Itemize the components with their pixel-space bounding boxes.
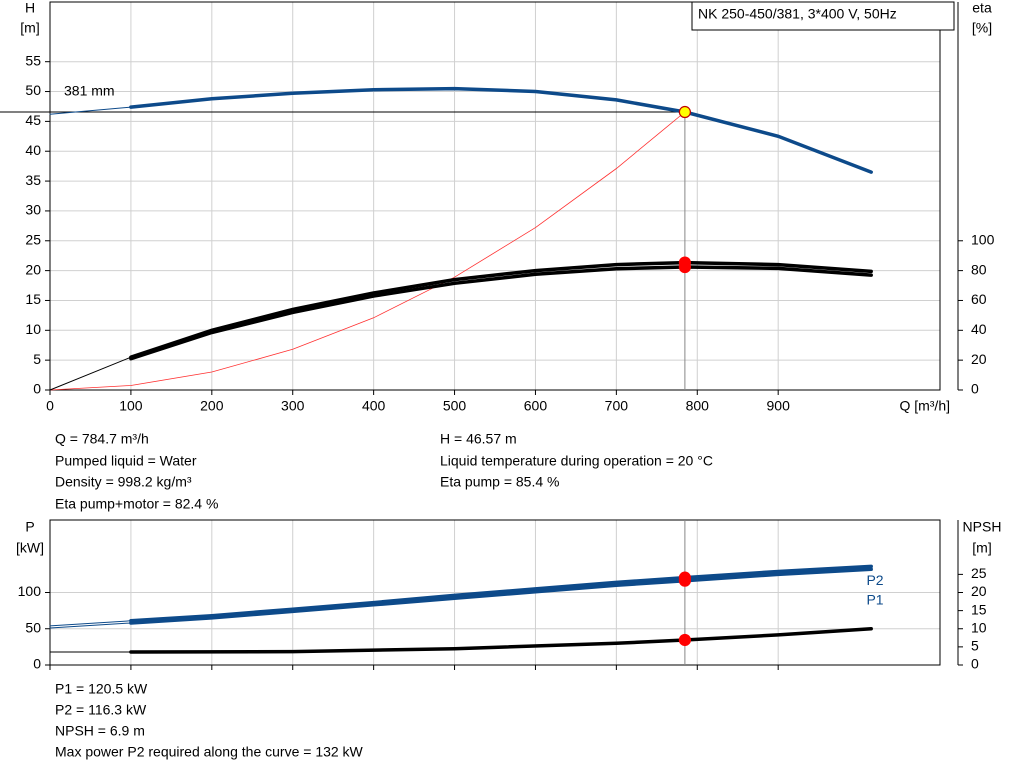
y-axis-label: P <box>25 519 34 535</box>
y-tick-label: 15 <box>25 291 41 307</box>
series-label: P2 <box>866 572 883 588</box>
curve <box>129 627 873 654</box>
y-axis-unit: [kW] <box>16 540 44 556</box>
y2-tick-label: 0 <box>971 656 979 672</box>
y-tick-label: 40 <box>25 142 41 158</box>
series-label: P1 <box>866 591 883 607</box>
curve <box>49 106 132 115</box>
info-text: Density = 998.2 kg/m³ <box>55 474 192 490</box>
operating-point <box>678 633 691 647</box>
info-text: Eta pump+motor = 82.4 % <box>55 496 218 512</box>
curve <box>129 86 873 174</box>
operating-point <box>678 105 691 119</box>
y2-tick-label: 100 <box>971 231 995 247</box>
y2-tick-label: 10 <box>971 619 987 635</box>
info-text: Q = 784.7 m³/h <box>55 431 149 447</box>
curve <box>49 356 132 391</box>
y-axis-unit: [m] <box>20 20 39 36</box>
plot-frame <box>49 1 941 391</box>
x-tick-label: 800 <box>686 398 710 414</box>
y2-tick-label: 25 <box>971 565 987 581</box>
legend-box <box>691 1 955 31</box>
info-text: Pumped liquid = Water <box>55 453 197 469</box>
info-text: Max power P2 required along the curve = … <box>55 744 364 760</box>
info-text: Eta pump = 85.4 % <box>440 474 559 490</box>
y2-tick-label: 5 <box>971 638 979 654</box>
x-tick-label: 100 <box>119 398 143 414</box>
x-tick-label: 300 <box>281 398 305 414</box>
y-tick-label: 0 <box>33 656 41 672</box>
info-text: Liquid temperature during operation = 20… <box>440 453 713 469</box>
y2-axis-label: eta <box>972 0 992 16</box>
x-tick-label: 900 <box>767 398 791 414</box>
y-tick-label: 30 <box>25 202 41 218</box>
y-tick-label: 0 <box>33 381 41 397</box>
operating-point <box>678 260 691 274</box>
info-text: P2 = 116.3 kW <box>55 702 147 718</box>
curve <box>129 265 873 361</box>
x-tick-label: 400 <box>362 398 386 414</box>
y-tick-label: 10 <box>25 321 41 337</box>
x-tick-label: 600 <box>524 398 548 414</box>
y2-axis-unit: [m] <box>972 540 991 556</box>
legend-text: NK 250-450/381, 3*400 V, 50Hz <box>698 6 897 22</box>
y2-axis-unit: [%] <box>972 20 992 36</box>
curve <box>129 567 873 625</box>
y-tick-label: 50 <box>25 619 41 635</box>
y-tick-label: 20 <box>25 261 41 277</box>
y-tick-label: 45 <box>25 112 41 128</box>
curve <box>49 620 132 627</box>
x-tick-label: 700 <box>605 398 629 414</box>
x-tick-label: 200 <box>200 398 224 414</box>
y-tick-label: 25 <box>25 231 41 247</box>
x-tick-label: 0 <box>46 398 54 414</box>
y2-tick-label: 20 <box>971 583 987 599</box>
y-tick-label: 100 <box>18 583 42 599</box>
info-text: P1 = 120.5 kW <box>55 681 148 697</box>
info-text: NPSH = 6.9 m <box>55 723 145 739</box>
y-tick-label: 55 <box>25 52 41 68</box>
y2-tick-label: 40 <box>971 321 987 337</box>
y2-tick-label: 0 <box>971 381 979 397</box>
y-tick-label: 5 <box>33 351 41 367</box>
curve <box>129 260 873 359</box>
y-tick-label: 50 <box>25 82 41 98</box>
curve <box>49 622 132 629</box>
y2-tick-label: 80 <box>971 261 987 277</box>
y-tick-label: 35 <box>25 172 41 188</box>
y2-tick-label: 60 <box>971 291 987 307</box>
x-axis-label: Q [m³/h] <box>899 398 950 414</box>
operating-point <box>678 574 691 587</box>
y2-axis-label: NPSH <box>963 519 1002 535</box>
curve-annotation: 381 mm <box>64 83 115 99</box>
y2-tick-label: 15 <box>971 601 987 617</box>
y2-tick-label: 20 <box>971 351 987 367</box>
x-tick-label: 500 <box>443 398 467 414</box>
curve <box>49 111 686 391</box>
y-axis-label: H <box>25 0 35 16</box>
info-text: H = 46.57 m <box>440 431 517 447</box>
curve <box>129 564 873 623</box>
